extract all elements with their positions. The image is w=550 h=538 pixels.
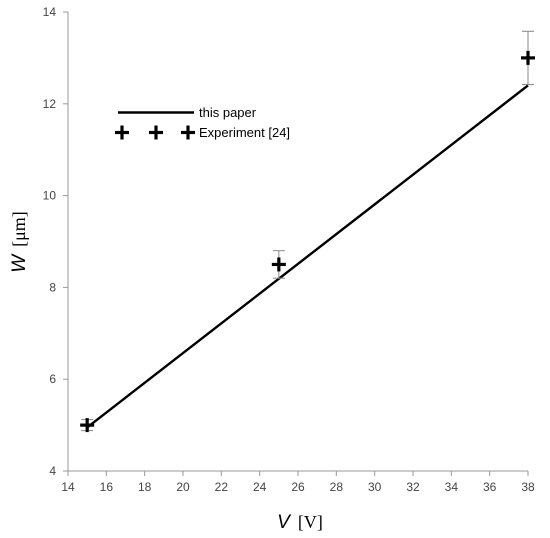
y-axis-title: W [μm] [9, 211, 30, 273]
svg-text:W [μm]: W [μm] [9, 211, 30, 273]
x-axis-ticks: 14 16 18 20 22 24 26 28 30 32 34 36 38 [61, 471, 535, 494]
svg-text:V [V]: V [V] [277, 512, 323, 533]
legend-label-this-paper: this paper [199, 105, 257, 120]
x-tick-label: 26 [291, 480, 305, 494]
x-tick-label: 20 [176, 480, 190, 494]
legend-marker-plus [149, 125, 163, 140]
x-tick-label: 24 [253, 480, 267, 494]
x-tick-label: 28 [330, 480, 344, 494]
legend-marker-swatches [115, 125, 195, 140]
y-tick-label: 10 [43, 189, 57, 203]
legend-label-experiment: Experiment [24] [199, 125, 290, 140]
x-tick-label: 32 [406, 480, 420, 494]
legend: this paper Experiment [24] [115, 105, 290, 140]
y-tick-label: 4 [49, 464, 56, 478]
legend-marker-plus [181, 125, 195, 140]
x-tick-label: 38 [521, 480, 535, 494]
y-tick-label: 8 [49, 280, 56, 294]
x-tick-label: 30 [368, 480, 382, 494]
x-tick-label: 16 [100, 480, 114, 494]
axes [67, 12, 528, 472]
y-tick-label: 12 [43, 97, 57, 111]
x-tick-label: 22 [215, 480, 229, 494]
data-point-experiment [80, 418, 95, 433]
legend-marker-plus [115, 125, 129, 140]
x-tick-label: 18 [138, 480, 152, 494]
y-axis-symbol: W [9, 253, 30, 273]
x-tick-label: 14 [61, 480, 75, 494]
y-tick-label: 14 [43, 5, 57, 19]
x-tick-label: 34 [445, 480, 459, 494]
series-line-this-paper [86, 84, 529, 429]
y-tick-label: 6 [49, 372, 56, 386]
y-axis-unit: [μm] [9, 211, 29, 247]
x-axis-unit: [V] [298, 512, 323, 532]
y-axis-ticks: 4 6 8 10 12 14 [43, 5, 68, 478]
x-axis-title: V [V] [277, 512, 323, 533]
plot-area [80, 30, 535, 433]
data-point-experiment [521, 50, 535, 65]
data-point-experiment [271, 257, 286, 272]
x-axis-symbol: V [277, 512, 292, 533]
x-tick-label: 36 [483, 480, 497, 494]
